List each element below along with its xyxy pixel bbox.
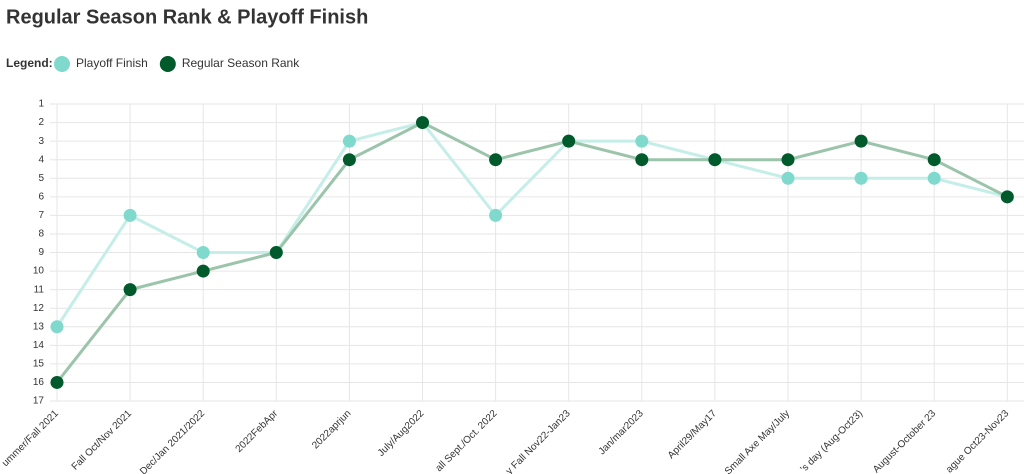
point bbox=[342, 134, 356, 148]
y-tick-label: 4 bbox=[38, 154, 44, 165]
point bbox=[635, 134, 649, 148]
point bbox=[927, 171, 941, 185]
y-tick-label: 2 bbox=[38, 117, 44, 128]
x-tick-label: 2022aprjun bbox=[310, 408, 353, 451]
y-tick-label: 10 bbox=[33, 266, 45, 277]
legend-entry: Regular Season Rank bbox=[182, 56, 300, 70]
y-tick-label: 11 bbox=[34, 284, 45, 295]
point bbox=[927, 153, 941, 167]
point bbox=[196, 246, 210, 259]
x-tick-label: July/Aug2022 bbox=[376, 408, 427, 459]
x-tick-label: Jan/mar2023 bbox=[597, 408, 646, 457]
y-tick-label: 7 bbox=[38, 210, 44, 221]
legend-entry: Playoff Finish bbox=[76, 56, 148, 70]
x-tick-label: Dec/Jan 2021/2022 bbox=[138, 408, 207, 474]
y-tick-label: 1 bbox=[38, 99, 44, 110]
point bbox=[342, 153, 356, 167]
point bbox=[781, 171, 795, 185]
x-tick-label: Fall Oct/Nov 2021 bbox=[70, 408, 135, 473]
point bbox=[1000, 190, 1014, 204]
x-tick-label: August-October 23 bbox=[871, 408, 938, 474]
x-tick-label: April29/May17 bbox=[666, 408, 719, 461]
series-line bbox=[55, 120, 1008, 328]
point bbox=[50, 375, 64, 389]
point bbox=[562, 134, 576, 148]
x-tick-label: ague Oct23-Nov23 bbox=[944, 408, 1011, 474]
y-tick-label: 9 bbox=[38, 247, 44, 258]
point bbox=[854, 171, 868, 185]
x-tick-label: all Sept./Oct. 2022 bbox=[434, 408, 500, 474]
point bbox=[708, 153, 722, 167]
legend-marker bbox=[159, 56, 176, 72]
point bbox=[416, 116, 429, 130]
y-tick-label: 6 bbox=[38, 191, 44, 202]
y-tick-label: 3 bbox=[38, 136, 44, 147]
x-tick-label: ummer/Fall 2021 bbox=[0, 408, 61, 469]
point bbox=[781, 153, 795, 167]
point bbox=[489, 208, 503, 222]
series-line bbox=[55, 120, 1008, 384]
y-tick-label: 16 bbox=[33, 377, 45, 388]
y-tick-label: 15 bbox=[33, 359, 45, 370]
legend-marker bbox=[54, 56, 70, 72]
x-tick-label: 's day (Aug-Oct23) bbox=[799, 408, 866, 474]
point bbox=[635, 153, 649, 167]
y-tick-label: 14 bbox=[33, 340, 45, 351]
y-tick-label: 5 bbox=[38, 173, 44, 184]
point bbox=[196, 264, 210, 278]
x-tick-label: Small Axe May/July bbox=[723, 408, 792, 474]
y-tick-label: 12 bbox=[33, 303, 45, 314]
x-tick-label: y Fall Nov22-Jan23 bbox=[504, 408, 573, 474]
point bbox=[269, 246, 283, 259]
y-tick-label: 8 bbox=[38, 229, 44, 240]
x-tick-label: 2022FebApr bbox=[234, 408, 281, 455]
point bbox=[489, 153, 503, 167]
legend-label: Legend: bbox=[6, 56, 53, 70]
y-tick-label: 17 bbox=[33, 396, 45, 407]
point bbox=[854, 134, 868, 148]
point bbox=[50, 320, 64, 334]
chart-title: Regular Season Rank & Playoff Finish bbox=[6, 6, 368, 28]
point bbox=[123, 208, 137, 222]
y-tick-label: 13 bbox=[33, 321, 45, 332]
point bbox=[123, 283, 137, 297]
